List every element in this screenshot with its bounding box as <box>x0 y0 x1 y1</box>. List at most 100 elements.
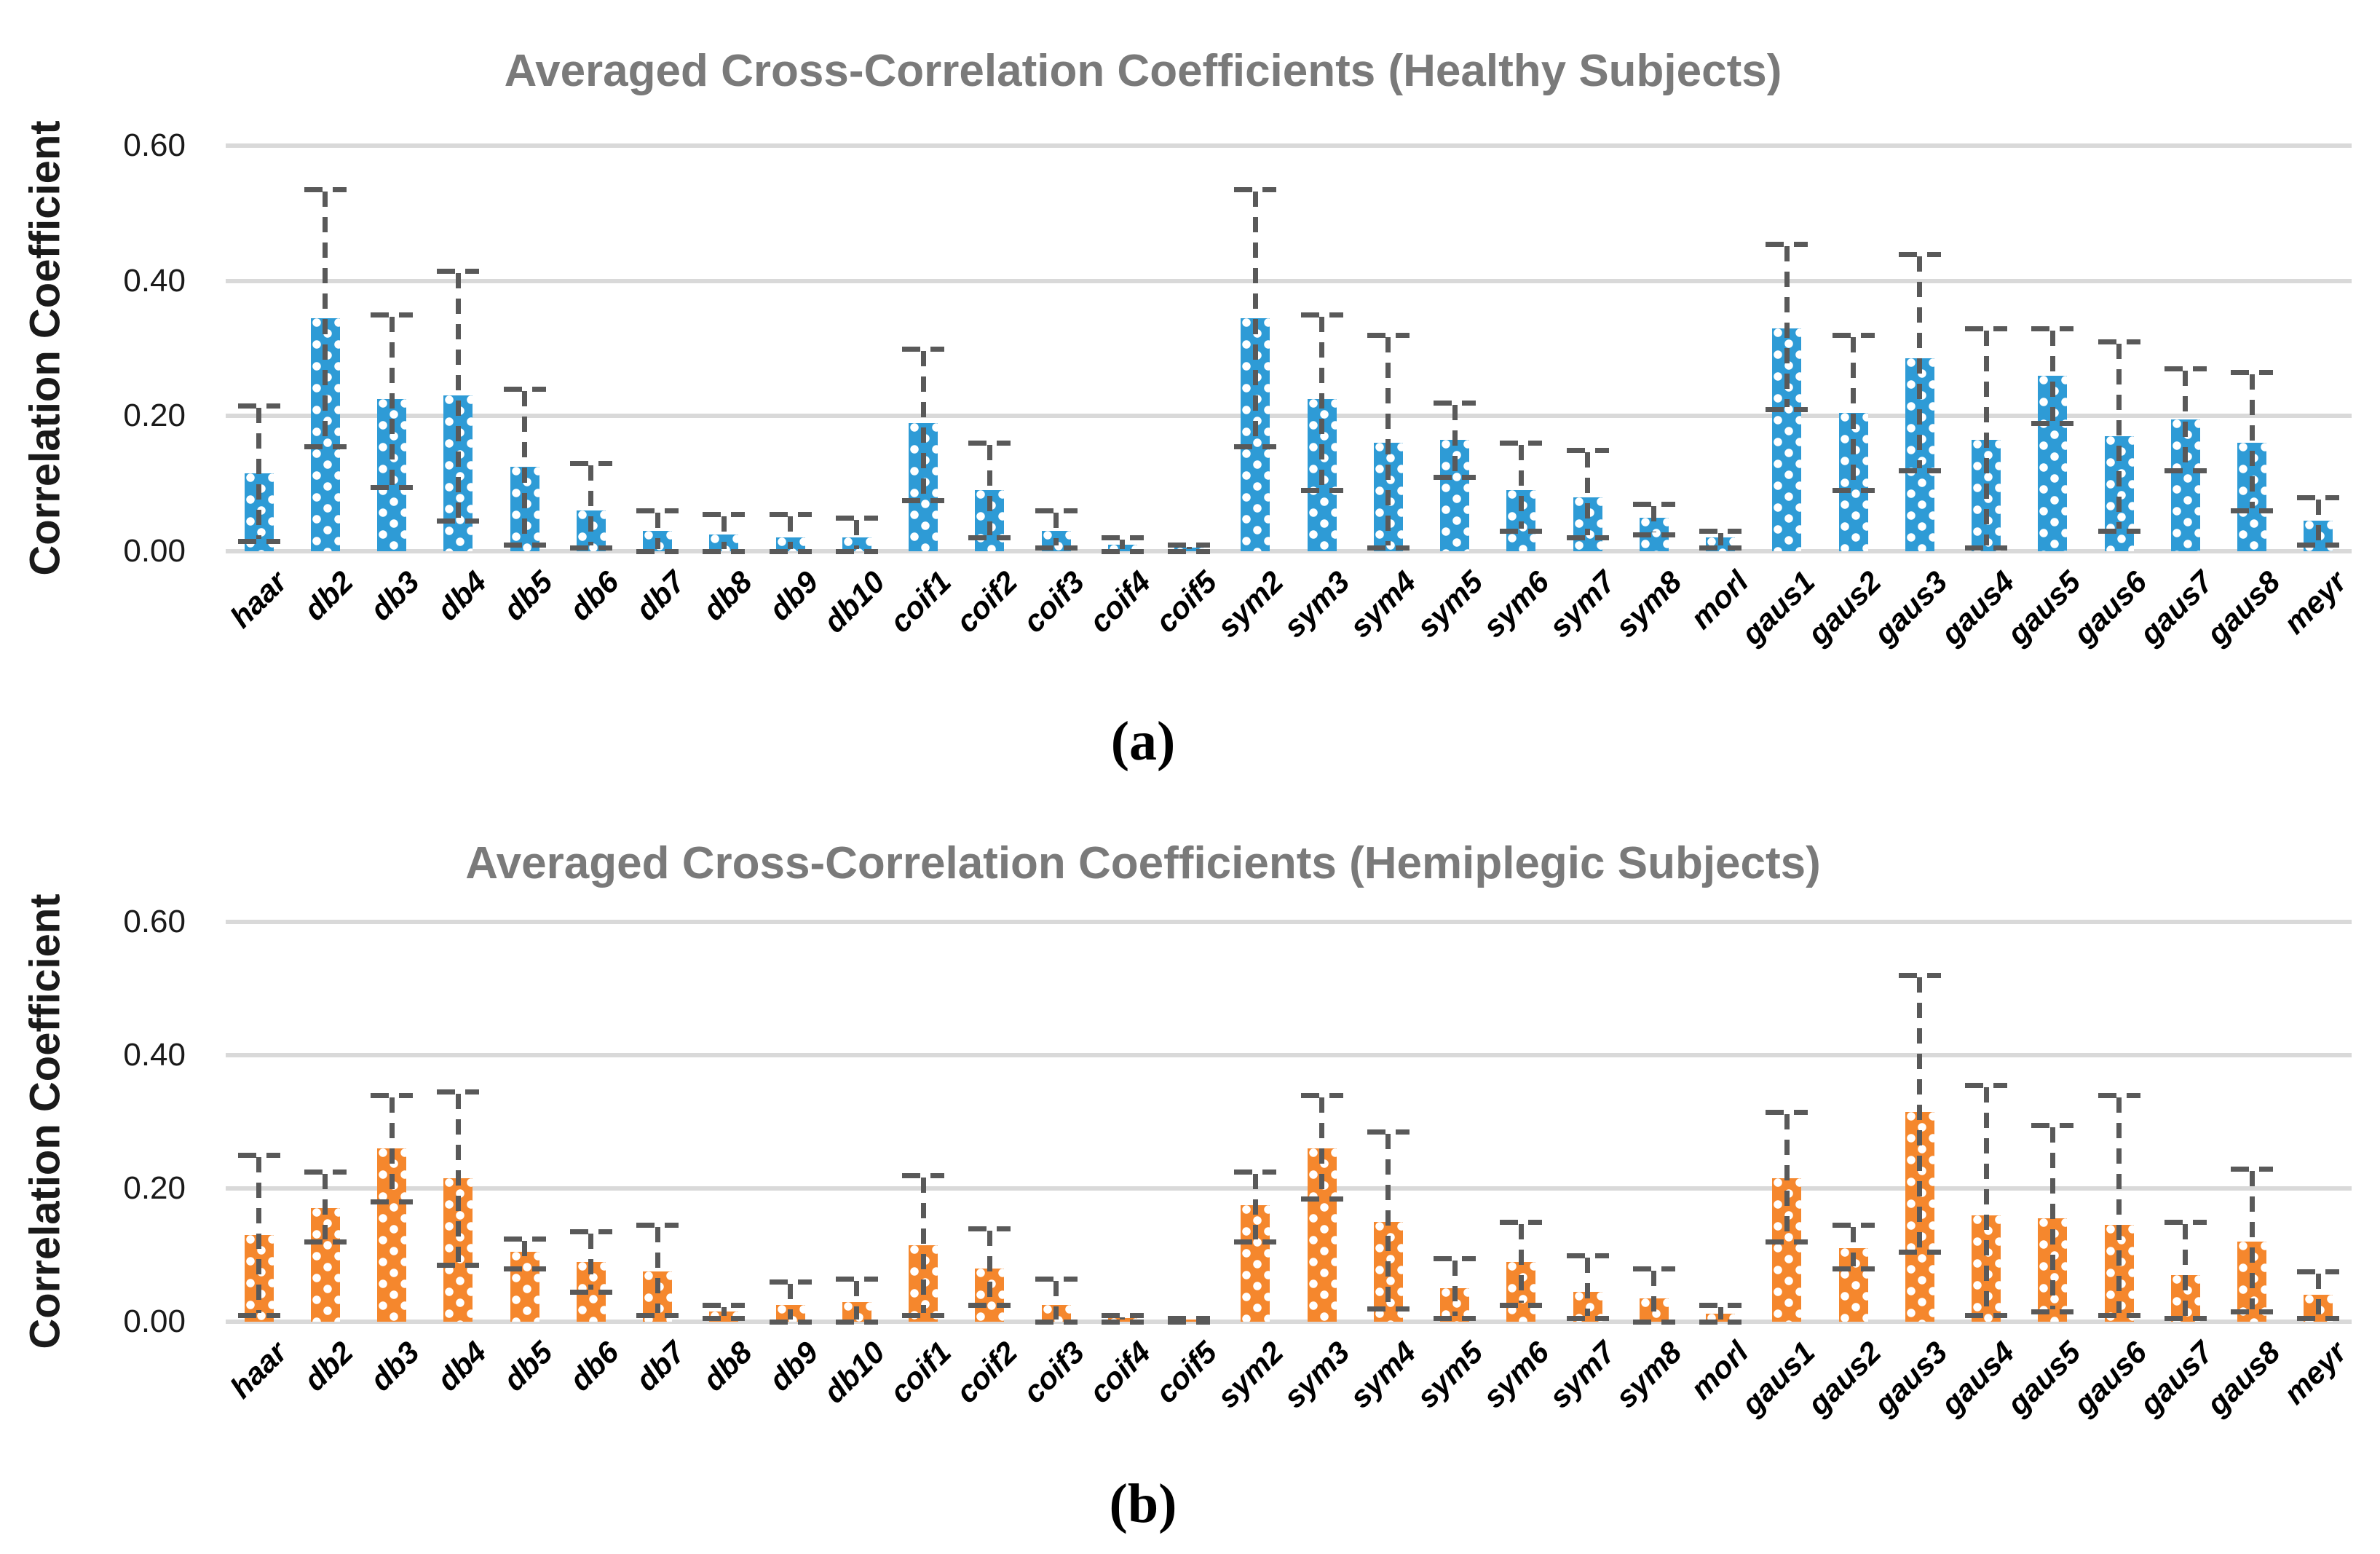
error-cap-top-coif3 <box>1035 1276 1078 1282</box>
error-cap-bottom-gaus3 <box>1898 1249 1941 1255</box>
error-cap-top-morl <box>1699 529 1742 535</box>
error-cap-top-db7 <box>636 1223 679 1228</box>
error-bar-morl <box>1717 533 1723 546</box>
gridline <box>226 414 2352 419</box>
error-cap-bottom-morl <box>1699 1320 1742 1325</box>
y-axis-title: Correlation Coefficient <box>21 120 69 576</box>
plot-area-hemiplegic: 0.00 0.20 0.40 0.60 haar db2 db3 db4 db5 db6 db7 db… <box>123 904 2352 1421</box>
error-cap-bottom-db7 <box>636 549 679 554</box>
error-bar-db4 <box>455 1094 461 1263</box>
error-cap-bottom-db5 <box>503 542 546 548</box>
x-tick-label-haar: haar <box>223 564 293 634</box>
x-tick-label-db6: db6 <box>563 564 626 628</box>
error-cap-bottom-gaus6 <box>2098 529 2140 535</box>
error-bar-db9 <box>788 1284 794 1320</box>
x-tick-label-db8: db8 <box>695 1335 759 1398</box>
error-cap-top-gaus8 <box>2231 369 2274 375</box>
error-cap-bottom-db6 <box>569 1289 612 1295</box>
error-bar-db6 <box>588 465 594 546</box>
x-tick-label-gaus3: gaus3 <box>1867 1335 1955 1422</box>
error-bar-gaus5 <box>2049 1127 2055 1310</box>
x-tick-label-sym7: sym7 <box>1542 1335 1622 1415</box>
gridline <box>226 920 2352 924</box>
gridline <box>226 1320 2352 1324</box>
error-cap-bottom-sym2 <box>1234 1239 1277 1245</box>
error-bar-db2 <box>323 1174 328 1240</box>
error-cap-top-coif4 <box>1101 1312 1144 1318</box>
panel-label-a: (a) <box>1110 711 1176 772</box>
x-tick-label-meyr: meyr <box>2277 564 2353 641</box>
error-cap-top-db4 <box>437 268 480 274</box>
x-tick-label-gaus8: gaus8 <box>2199 564 2287 652</box>
error-cap-bottom-coif5 <box>1168 549 1211 554</box>
error-cap-bottom-db10 <box>835 1320 878 1325</box>
error-cap-top-db9 <box>769 511 812 517</box>
y-tick-label: 0.00 <box>123 533 186 569</box>
y-tick-label: 0.60 <box>123 127 186 163</box>
error-bar-haar <box>256 1157 262 1313</box>
x-tick-label-db7: db7 <box>629 1335 692 1398</box>
error-bar-sym2 <box>1252 1174 1258 1240</box>
error-cap-top-coif1 <box>902 1172 945 1178</box>
error-cap-top-coif1 <box>902 346 945 352</box>
error-cap-top-sym7 <box>1566 1253 1609 1258</box>
error-bar-db8 <box>721 516 727 549</box>
gridline <box>226 1186 2352 1191</box>
error-cap-top-db9 <box>769 1279 812 1285</box>
error-cap-bottom-haar <box>237 539 280 545</box>
error-bar-coif4 <box>1120 1317 1126 1320</box>
error-cap-bottom-meyr <box>2297 1316 2340 1322</box>
x-tick-label-gaus7: gaus7 <box>2133 564 2221 652</box>
x-tick-label-db7: db7 <box>629 564 692 628</box>
x-tick-label-coif3: coif3 <box>1016 1335 1091 1410</box>
error-cap-bottom-sym5 <box>1434 474 1476 480</box>
x-tick-label-db2: db2 <box>297 1335 360 1398</box>
y-axis-title: Correlation Coefficient <box>21 894 69 1349</box>
x-tick-label-gaus1: gaus1 <box>1734 564 1822 652</box>
error-bar-morl <box>1717 1307 1723 1320</box>
error-cap-top-gaus6 <box>2098 1092 2140 1098</box>
error-cap-top-coif5 <box>1168 1316 1211 1322</box>
error-bar-db4 <box>455 272 461 519</box>
error-bar-coif1 <box>920 350 926 499</box>
error-bar-gaus6 <box>2116 344 2122 529</box>
x-tick-label-gaus5: gaus5 <box>2000 1335 2087 1422</box>
chart-title-healthy: Averaged Cross-Correlation Coefficients … <box>504 46 1782 96</box>
x-tick-label-coif2: coif2 <box>949 564 1024 639</box>
x-tick-label-coif2: coif2 <box>949 1335 1024 1410</box>
x-tick-label-db4: db4 <box>430 1335 493 1398</box>
error-bar-db3 <box>389 317 395 485</box>
error-bar-sym5 <box>1452 404 1458 475</box>
error-cap-top-db7 <box>636 508 679 514</box>
x-tick-label-db10: db10 <box>816 1335 892 1410</box>
y-tick-label: 0.20 <box>123 398 186 434</box>
x-tick-label-sym6: sym6 <box>1476 1335 1556 1415</box>
x-tick-label-gaus2: gaus2 <box>1800 564 1888 652</box>
error-bar-db2 <box>323 192 328 445</box>
error-cap-top-gaus2 <box>1832 332 1875 338</box>
error-cap-bottom-db9 <box>769 549 812 554</box>
error-cap-top-sym2 <box>1234 187 1277 193</box>
y-tick-label: 0.00 <box>123 1303 186 1339</box>
x-tick-label-db5: db5 <box>496 1335 559 1398</box>
error-bar-gaus7 <box>2183 371 2189 468</box>
x-tick-label-sym4: sym4 <box>1343 564 1423 644</box>
error-cap-bottom-sym3 <box>1300 1196 1343 1202</box>
error-cap-top-sym6 <box>1500 441 1543 446</box>
error-cap-top-sym3 <box>1300 1092 1343 1098</box>
error-cap-top-coif2 <box>968 441 1011 446</box>
error-cap-bottom-gaus6 <box>2098 1312 2140 1318</box>
error-bar-sym6 <box>1518 445 1524 529</box>
error-bar-meyr <box>2315 1274 2321 1317</box>
error-cap-bottom-db8 <box>703 549 746 554</box>
error-bar-coif3 <box>1053 1280 1059 1320</box>
error-cap-top-meyr <box>2297 494 2340 500</box>
error-bar-db8 <box>721 1307 727 1317</box>
y-tick-label: 0.40 <box>123 262 186 299</box>
error-cap-bottom-sym2 <box>1234 444 1277 450</box>
x-tick-label-db4: db4 <box>430 564 493 628</box>
error-cap-top-sym8 <box>1632 502 1675 508</box>
error-cap-top-coif4 <box>1101 535 1144 541</box>
error-bar-db6 <box>588 1234 594 1290</box>
